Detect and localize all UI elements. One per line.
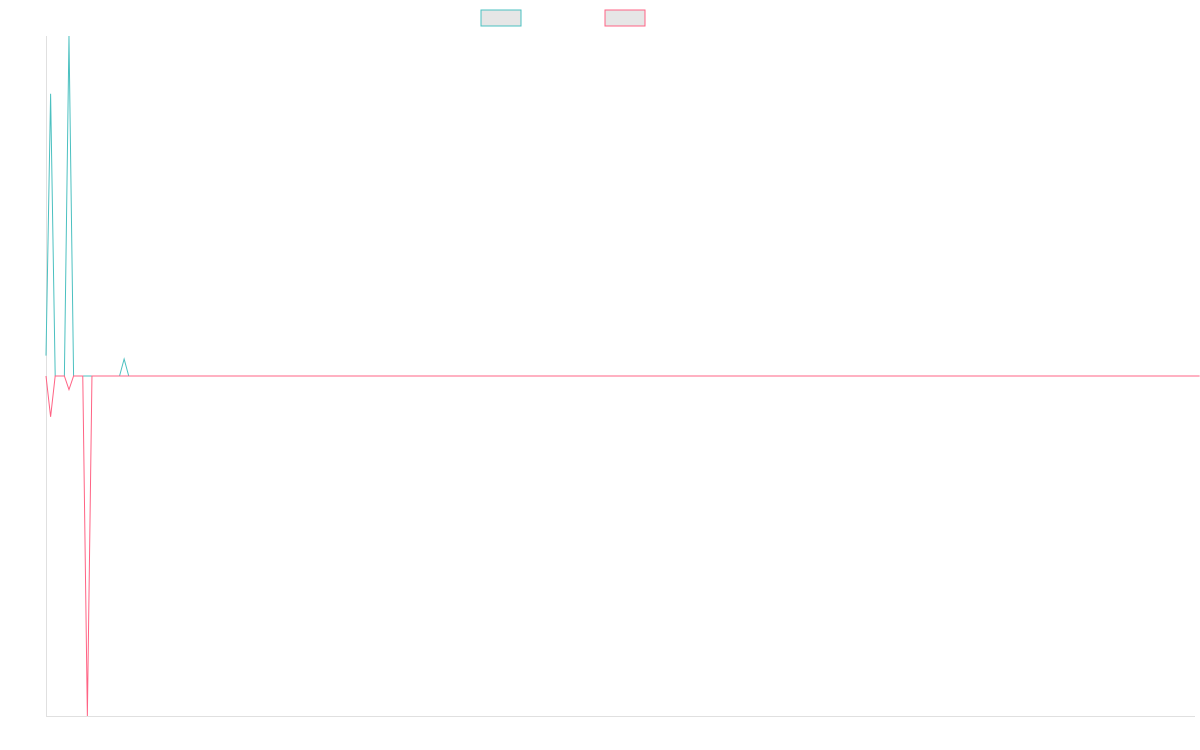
series-line-a [45, 35, 1195, 377]
chart-series [45, 35, 1200, 717]
legend-swatch-series-a[interactable] [480, 9, 522, 27]
series-line-b [45, 375, 1200, 717]
legend-swatch-series-b[interactable] [604, 9, 646, 27]
chart-legend [480, 9, 646, 27]
